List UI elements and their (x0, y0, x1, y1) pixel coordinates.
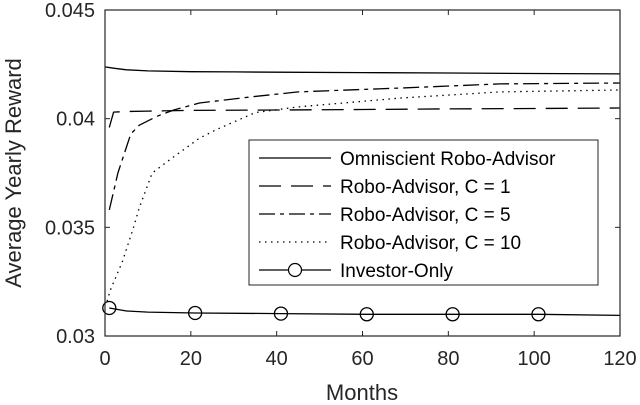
legend-item-investor-only: Investor-Only (259, 261, 453, 282)
legend-item-c10: Robo-Advisor, C = 10 (259, 233, 521, 254)
y-tick-label: 0.03 (56, 326, 95, 348)
x-tick-label: 80 (437, 348, 459, 370)
circle-marker-icon (359, 307, 374, 322)
legend-label: Robo-Advisor, C = 10 (340, 233, 521, 254)
x-tick-label: 40 (266, 348, 288, 370)
axis-ticks (104, 9, 621, 337)
legend: Omniscient Robo-Advisor Robo-Advisor, C … (248, 139, 599, 286)
x-axis-tick-labels: 0 20 40 60 80 100 120 (99, 348, 636, 370)
series-line-0 (104, 66, 621, 75)
y-axis-title: Average Yearly Reward (1, 58, 26, 288)
legend-label: Omniscient Robo-Advisor (340, 149, 556, 170)
circle-marker-icon (102, 300, 117, 316)
circle-marker-icon (531, 307, 546, 322)
circle-marker-icon (273, 306, 289, 321)
y-tick-label: 0.045 (45, 0, 95, 22)
series-line-1 (108, 107, 621, 128)
x-tick-label: 20 (180, 348, 202, 370)
x-axis-title: Months (326, 380, 398, 405)
circle-marker-icon (187, 305, 203, 321)
legend-label: Investor-Only (340, 261, 453, 282)
legend-box (248, 139, 599, 286)
x-tick-label: 60 (351, 348, 373, 370)
y-axis-tick-labels: 0.03 0.035 0.04 0.045 (45, 0, 95, 348)
series-layer (102, 66, 621, 322)
circle-marker-icon (445, 307, 460, 322)
x-tick-label: 0 (99, 348, 110, 370)
legend-circle-marker-icon (287, 262, 303, 278)
legend-label: Robo-Advisor, C = 5 (340, 205, 511, 226)
legend-label: Robo-Advisor, C = 1 (340, 177, 511, 198)
y-tick-label: 0.04 (56, 109, 95, 131)
x-tick-label: 120 (603, 348, 636, 370)
legend-item-c1: Robo-Advisor, C = 1 (259, 177, 511, 198)
series-line-2 (108, 82, 621, 211)
legend-item-c5: Robo-Advisor, C = 5 (259, 205, 511, 226)
legend-item-omniscient: Omniscient Robo-Advisor (259, 149, 556, 170)
y-tick-label: 0.035 (45, 217, 95, 239)
plot-area (102, 9, 621, 337)
x-tick-label: 100 (517, 348, 550, 370)
series-line-4 (109, 307, 621, 317)
